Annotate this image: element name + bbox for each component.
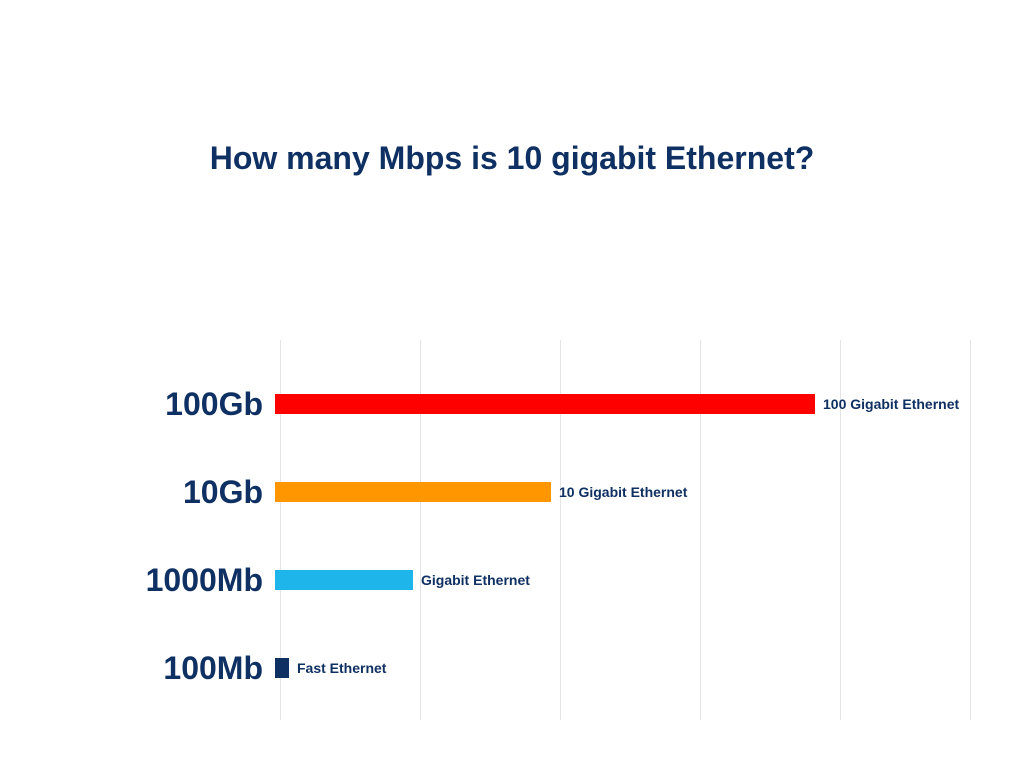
bar-3 bbox=[275, 658, 289, 678]
bar-wrap-0: 100 Gigabit Ethernet bbox=[275, 360, 970, 448]
bar-row-1: 10Gb 10 Gigabit Ethernet bbox=[100, 448, 970, 536]
bar-wrap-2: Gigabit Ethernet bbox=[275, 536, 970, 624]
bar-wrap-1: 10 Gigabit Ethernet bbox=[275, 448, 970, 536]
bar-wrap-3: Fast Ethernet bbox=[275, 624, 970, 712]
gridline-5 bbox=[970, 340, 971, 720]
chart-area: 100Gb 100 Gigabit Ethernet 10Gb 10 Gigab… bbox=[100, 340, 970, 720]
chart-title: How many Mbps is 10 gigabit Ethernet? bbox=[0, 140, 1024, 177]
bar-1 bbox=[275, 482, 551, 502]
bar-2 bbox=[275, 570, 413, 590]
y-label-2: 1000Mb bbox=[100, 562, 275, 599]
y-label-1: 10Gb bbox=[100, 474, 275, 511]
bar-label-1: 10 Gigabit Ethernet bbox=[559, 484, 687, 500]
bar-label-2: Gigabit Ethernet bbox=[421, 572, 530, 588]
bar-row-2: 1000Mb Gigabit Ethernet bbox=[100, 536, 970, 624]
bar-0 bbox=[275, 394, 815, 414]
y-label-3: 100Mb bbox=[100, 650, 275, 687]
bar-row-3: 100Mb Fast Ethernet bbox=[100, 624, 970, 712]
bar-label-3: Fast Ethernet bbox=[297, 660, 386, 676]
bar-row-0: 100Gb 100 Gigabit Ethernet bbox=[100, 360, 970, 448]
y-label-0: 100Gb bbox=[100, 386, 275, 423]
bar-label-0: 100 Gigabit Ethernet bbox=[823, 396, 959, 412]
